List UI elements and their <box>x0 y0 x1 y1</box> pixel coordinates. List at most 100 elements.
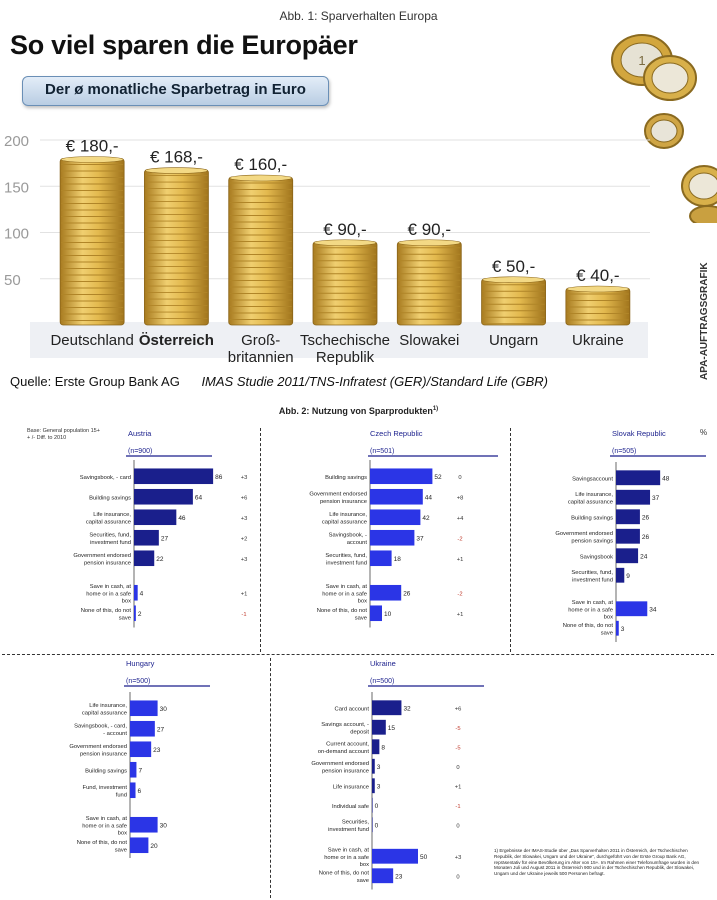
bar-diff-4: +3 <box>241 557 248 563</box>
coin-stack-2 <box>228 176 294 326</box>
bar-value-3: 7 <box>138 767 142 774</box>
bar-diff-1: +8 <box>457 495 464 501</box>
bar-1 <box>134 488 193 505</box>
bar-diff-4: +1 <box>457 557 464 563</box>
divider-vertical-3 <box>270 658 271 898</box>
bar-category-3: Government endorsed pension savings <box>555 531 613 544</box>
category-band <box>30 322 648 358</box>
bar-category-2: Current account, on-demand account <box>318 742 370 755</box>
coin-top-3 <box>313 239 377 247</box>
bar-category-6: Securities, investment fund <box>328 820 369 833</box>
value-label-4: € 90,- <box>408 220 451 239</box>
bar-4 <box>372 778 375 794</box>
bar-7 <box>372 848 418 864</box>
bar-diff-0: +6 <box>455 706 462 712</box>
coin-top-1 <box>145 167 208 174</box>
bar-8 <box>372 868 394 884</box>
bar-diff-6: -1 <box>241 612 246 618</box>
bar-value-4: 22 <box>156 556 164 563</box>
base-note-line-2: + /- Diff. to 2010 <box>27 435 67 441</box>
bar-value-5: 0 <box>375 803 379 810</box>
category-label-6: Ukraine <box>572 332 624 349</box>
bar-category-6: None of this, do not save <box>317 608 368 621</box>
bar-value-2: 26 <box>642 514 650 521</box>
figure-savings-products: Abb. 2: Nutzung von Sparprodukten1) Base… <box>0 400 717 900</box>
panel-n-label: (n=500) <box>370 678 394 685</box>
bar-value-0: 32 <box>403 705 411 712</box>
panel-title: Austria <box>128 429 152 438</box>
panel-title: Hungary <box>126 659 155 668</box>
base-note: Base: General population 15+ + /- Diff. … <box>27 428 100 442</box>
bar-diff-6: 0 <box>456 823 459 829</box>
bar-category-0: Card account <box>335 706 370 712</box>
bar-value-3: 26 <box>642 534 650 541</box>
bar-4 <box>370 550 392 567</box>
coin-icon-2 <box>643 55 697 101</box>
bar-category-2: Government endorsed pension insurance <box>69 744 127 757</box>
divider-vertical-2 <box>510 428 511 652</box>
bar-value-2: 8 <box>381 744 385 751</box>
bar-value-3: 27 <box>161 535 169 542</box>
panel-n-label: (n=501) <box>370 448 394 455</box>
svg-text:1: 1 <box>638 53 645 68</box>
coin-stack-5 <box>481 278 546 326</box>
bar-4 <box>616 548 639 564</box>
bar-value-1: 44 <box>425 494 433 501</box>
bar-3 <box>370 529 415 546</box>
bar-1 <box>372 719 386 735</box>
bar-category-6: None of this, do not save <box>81 608 132 621</box>
bar-diff-1: +6 <box>241 495 248 501</box>
bar-category-3: Securities, fund, investment fund <box>89 533 131 546</box>
coin-top-0 <box>60 156 124 163</box>
figure1-title: So viel sparen die Europäer <box>10 30 358 60</box>
category-label-2: Groß-britannien <box>228 332 294 366</box>
side-label: APA-AUFTRAGSGRAFIK <box>699 262 710 380</box>
bar-value-8: 23 <box>395 873 403 880</box>
panel-slovak: Slovak Republic (n=505) 48 Savingsaccount 37… <box>516 428 714 650</box>
coin-top-6 <box>566 285 630 293</box>
bar-category-2: Building savings <box>571 515 613 521</box>
value-label-0: € 180,- <box>66 137 119 156</box>
y-tick-label-0: 50 <box>4 272 21 289</box>
coin-top-4 <box>397 239 461 247</box>
panel-title: Slovak Republic <box>612 429 666 438</box>
bar-2 <box>616 509 640 525</box>
bar-value-0: 86 <box>215 474 223 481</box>
panel-title: Ukraine <box>370 659 396 668</box>
value-label-2: € 160,- <box>234 155 287 174</box>
category-label-5: Ungarn <box>489 332 538 349</box>
bar-2 <box>134 509 177 526</box>
bar-value-6: 2 <box>138 611 142 618</box>
bar-value-7: 50 <box>420 854 428 861</box>
bar-diff-4: +1 <box>455 784 462 790</box>
bar-0 <box>134 468 214 485</box>
bar-category-4: Government endorsed pension insurance <box>73 553 131 566</box>
bar-diff-8: 0 <box>456 874 459 880</box>
figure1-caption: Abb. 1: Sparverhalten Europa <box>279 9 438 23</box>
subtitle-box: Der ø monatliche Sparbetrag in Euro <box>22 76 329 106</box>
bar-7 <box>616 620 619 636</box>
bar-category-5: Individual safe <box>332 804 369 810</box>
bar-4 <box>130 782 136 799</box>
bar-category-5: Securities, fund, investment fund <box>571 570 613 583</box>
bar-3 <box>372 758 375 774</box>
footnote: 1) Ergebnisse der IMAS-Studie über „Das … <box>494 848 700 877</box>
panel-n-label: (n=900) <box>128 448 152 455</box>
panel-n-label: (n=505) <box>612 448 636 455</box>
bar-0 <box>370 468 433 485</box>
panel-austria: Austria (n=900) 86 Savingsbook, - card +3 64 B… <box>22 428 258 650</box>
bar-5 <box>370 584 402 601</box>
coin-top-2 <box>229 174 293 182</box>
bar-5 <box>134 584 138 601</box>
coin-top-5 <box>482 276 545 284</box>
figure2-caption-text: Abb. 2: Nutzung von Sparprodukten <box>278 406 433 416</box>
bar-value-3: 37 <box>416 535 424 542</box>
bar-category-1: Life insurance, capital assurance <box>568 492 614 505</box>
bar-6 <box>616 601 648 617</box>
bar-category-6: Save in cash, at home or in a safe box <box>568 600 613 620</box>
bar-category-4: Life insurance <box>333 784 369 790</box>
bar-diff-5: -2 <box>457 591 462 597</box>
bar-category-1: Government endorsed pension insurance <box>309 492 367 505</box>
bar-diff-1: -5 <box>455 726 460 732</box>
bar-category-5: Save in cash, at home or in a safe box <box>322 584 367 604</box>
